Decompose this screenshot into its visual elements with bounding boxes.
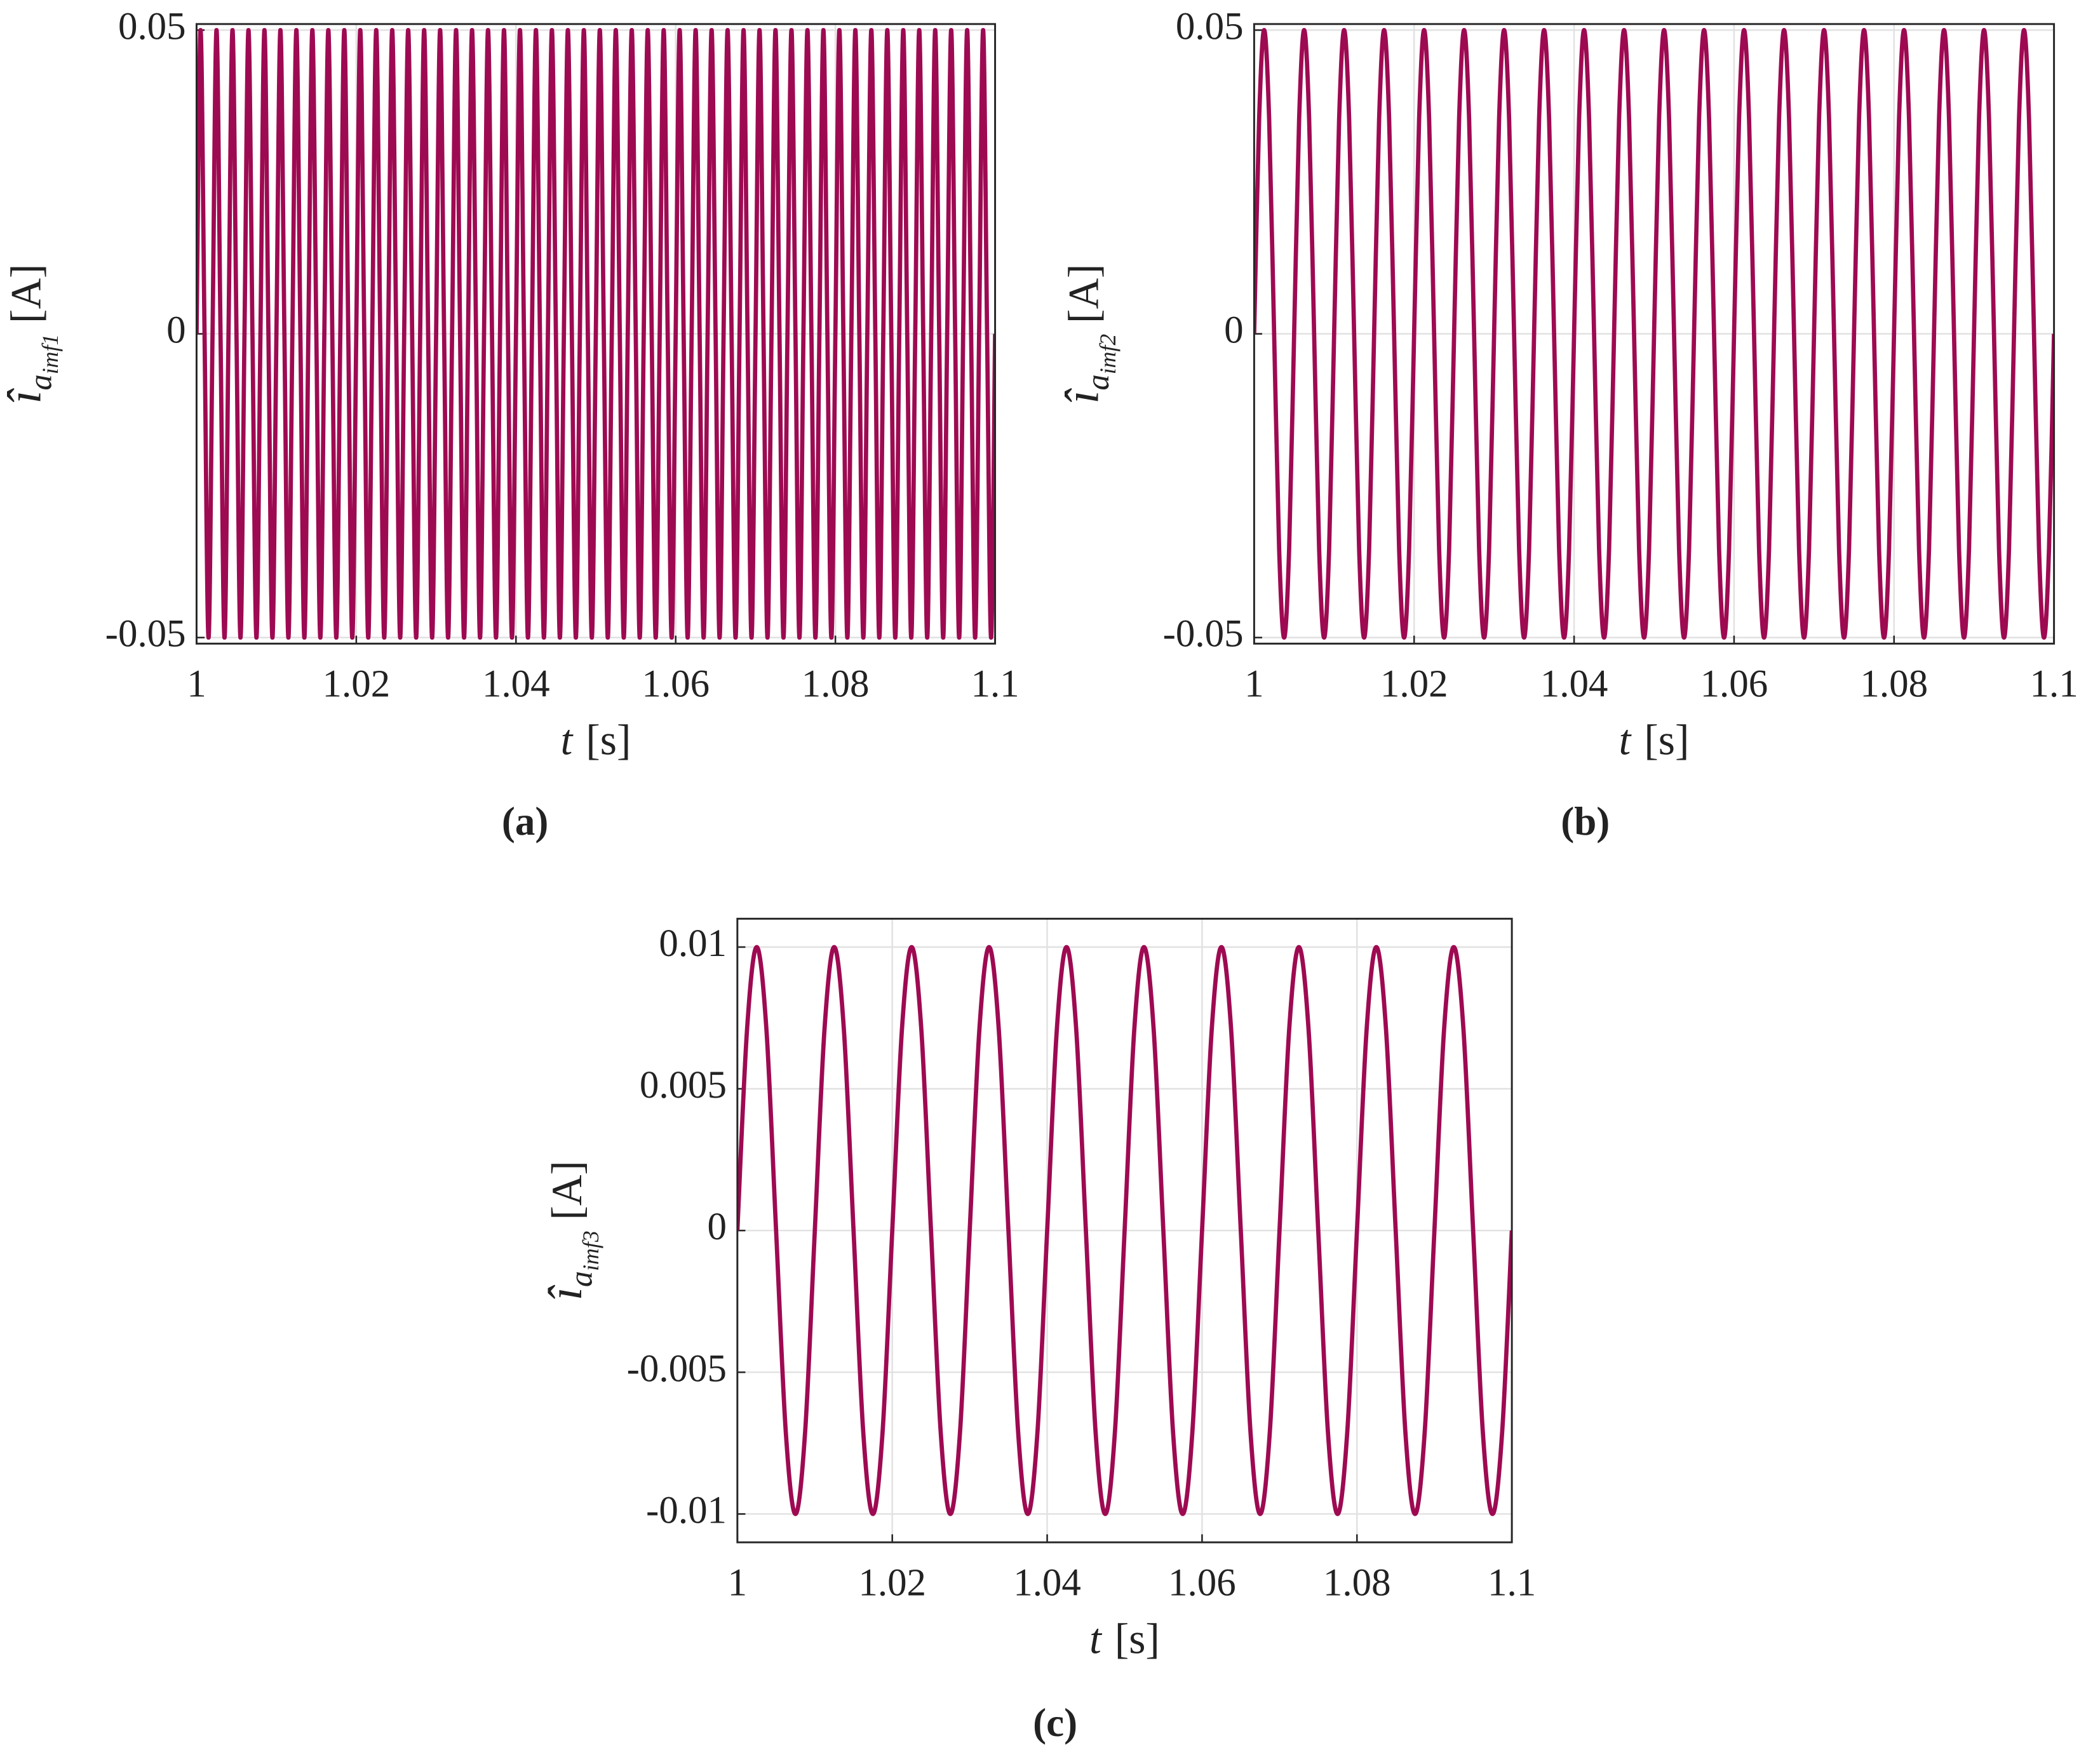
x-tick-label: 1.04 [482, 663, 550, 706]
y-tick-label: 0 [1224, 309, 1243, 352]
y-label-sub: a [1080, 374, 1115, 390]
x-axis-label: t [s] [1089, 1615, 1160, 1663]
x-label-unit: [s] [1115, 1615, 1160, 1663]
x-tick-label: 1.08 [1323, 1561, 1391, 1604]
x-tick-label: 1.04 [1013, 1561, 1081, 1604]
panel-caption: (b) [1561, 799, 1610, 844]
axes-box [1253, 23, 2056, 645]
x-tick-label: 1.1 [1488, 1561, 1536, 1604]
x-tick-label: 1.02 [323, 663, 391, 706]
y-label-subsub: imf2 [1095, 334, 1121, 375]
y-tick-label: -0.005 [627, 1347, 727, 1390]
y-label-unit: [A] [1060, 264, 1107, 323]
y-tick-label: 0.05 [118, 5, 186, 48]
y-axis-label: îaimf1 [A] [0, 264, 63, 404]
subplot: 0.05 0 -0.051 1.02 1.04 1.06 1.08 1.1 t [s] îaimf1… [0, 5, 1020, 843]
x-tick-label: 1.08 [802, 663, 870, 706]
x-label-unit: [s] [1644, 717, 1689, 764]
x-axis-label: t [s] [561, 717, 631, 764]
y-label-symbol: î [1056, 388, 1108, 404]
y-label-sub: a [563, 1271, 599, 1287]
x-tick-label: 1 [1244, 663, 1263, 706]
x-label-symbol: t [1089, 1615, 1103, 1663]
y-label-symbol: î [539, 1284, 592, 1300]
panel-caption: (c) [1033, 1700, 1077, 1745]
x-tick-label: 1.06 [642, 663, 710, 706]
subplot: 0.01 0.005 0 -0.005 -0.011 1.02 1.04 1.06 1.08 1.… [539, 917, 1536, 1745]
y-label-sub: a [22, 374, 58, 390]
data-line [1254, 28, 2054, 640]
axes-box [736, 917, 1513, 1544]
x-tick-label: 1 [728, 1561, 747, 1604]
y-label-unit: [A] [543, 1161, 591, 1220]
x-label-unit: [s] [586, 717, 631, 764]
x-tick-label: 1.06 [1700, 663, 1768, 706]
x-tick-label: 1.1 [971, 663, 1019, 706]
x-label-symbol: t [1619, 717, 1632, 764]
subplot: 0.05 0 -0.051 1.02 1.04 1.06 1.08 1.1 t [s] îaimf2… [1056, 5, 2078, 843]
x-tick-label: 1.08 [1860, 663, 1928, 706]
x-tick-label: 1.02 [858, 1561, 926, 1604]
x-tick-label: 1 [187, 663, 206, 706]
x-tick-label: 1.06 [1168, 1561, 1236, 1604]
y-tick-label: -0.05 [105, 613, 186, 656]
x-tick-label: 1.04 [1540, 663, 1608, 706]
data-line [196, 28, 995, 640]
x-axis-label: t [s] [1619, 717, 1690, 764]
x-label-symbol: t [561, 717, 574, 764]
y-tick-label: 0.01 [659, 922, 727, 965]
y-label-symbol: î [0, 388, 51, 404]
y-label-unit: [A] [2, 264, 50, 323]
panel-caption: (a) [502, 799, 549, 844]
data-line [737, 945, 1512, 1516]
y-tick-label: -0.01 [646, 1489, 727, 1532]
y-tick-label: -0.05 [1163, 613, 1244, 656]
y-axis-label: îaimf2 [A] [1056, 264, 1120, 404]
y-label-subsub: imf1 [37, 334, 63, 375]
y-tick-label: 0.005 [640, 1064, 727, 1107]
y-tick-label: 0 [166, 309, 185, 352]
y-axis-label: îaimf3 [A] [539, 1161, 603, 1300]
axes-box [195, 23, 997, 645]
x-tick-label: 1.1 [2030, 663, 2078, 706]
y-tick-label: 0.05 [1176, 5, 1244, 48]
x-tick-label: 1.02 [1380, 663, 1448, 706]
y-label-subsub: imf3 [578, 1230, 603, 1271]
y-tick-label: 0 [708, 1206, 727, 1248]
